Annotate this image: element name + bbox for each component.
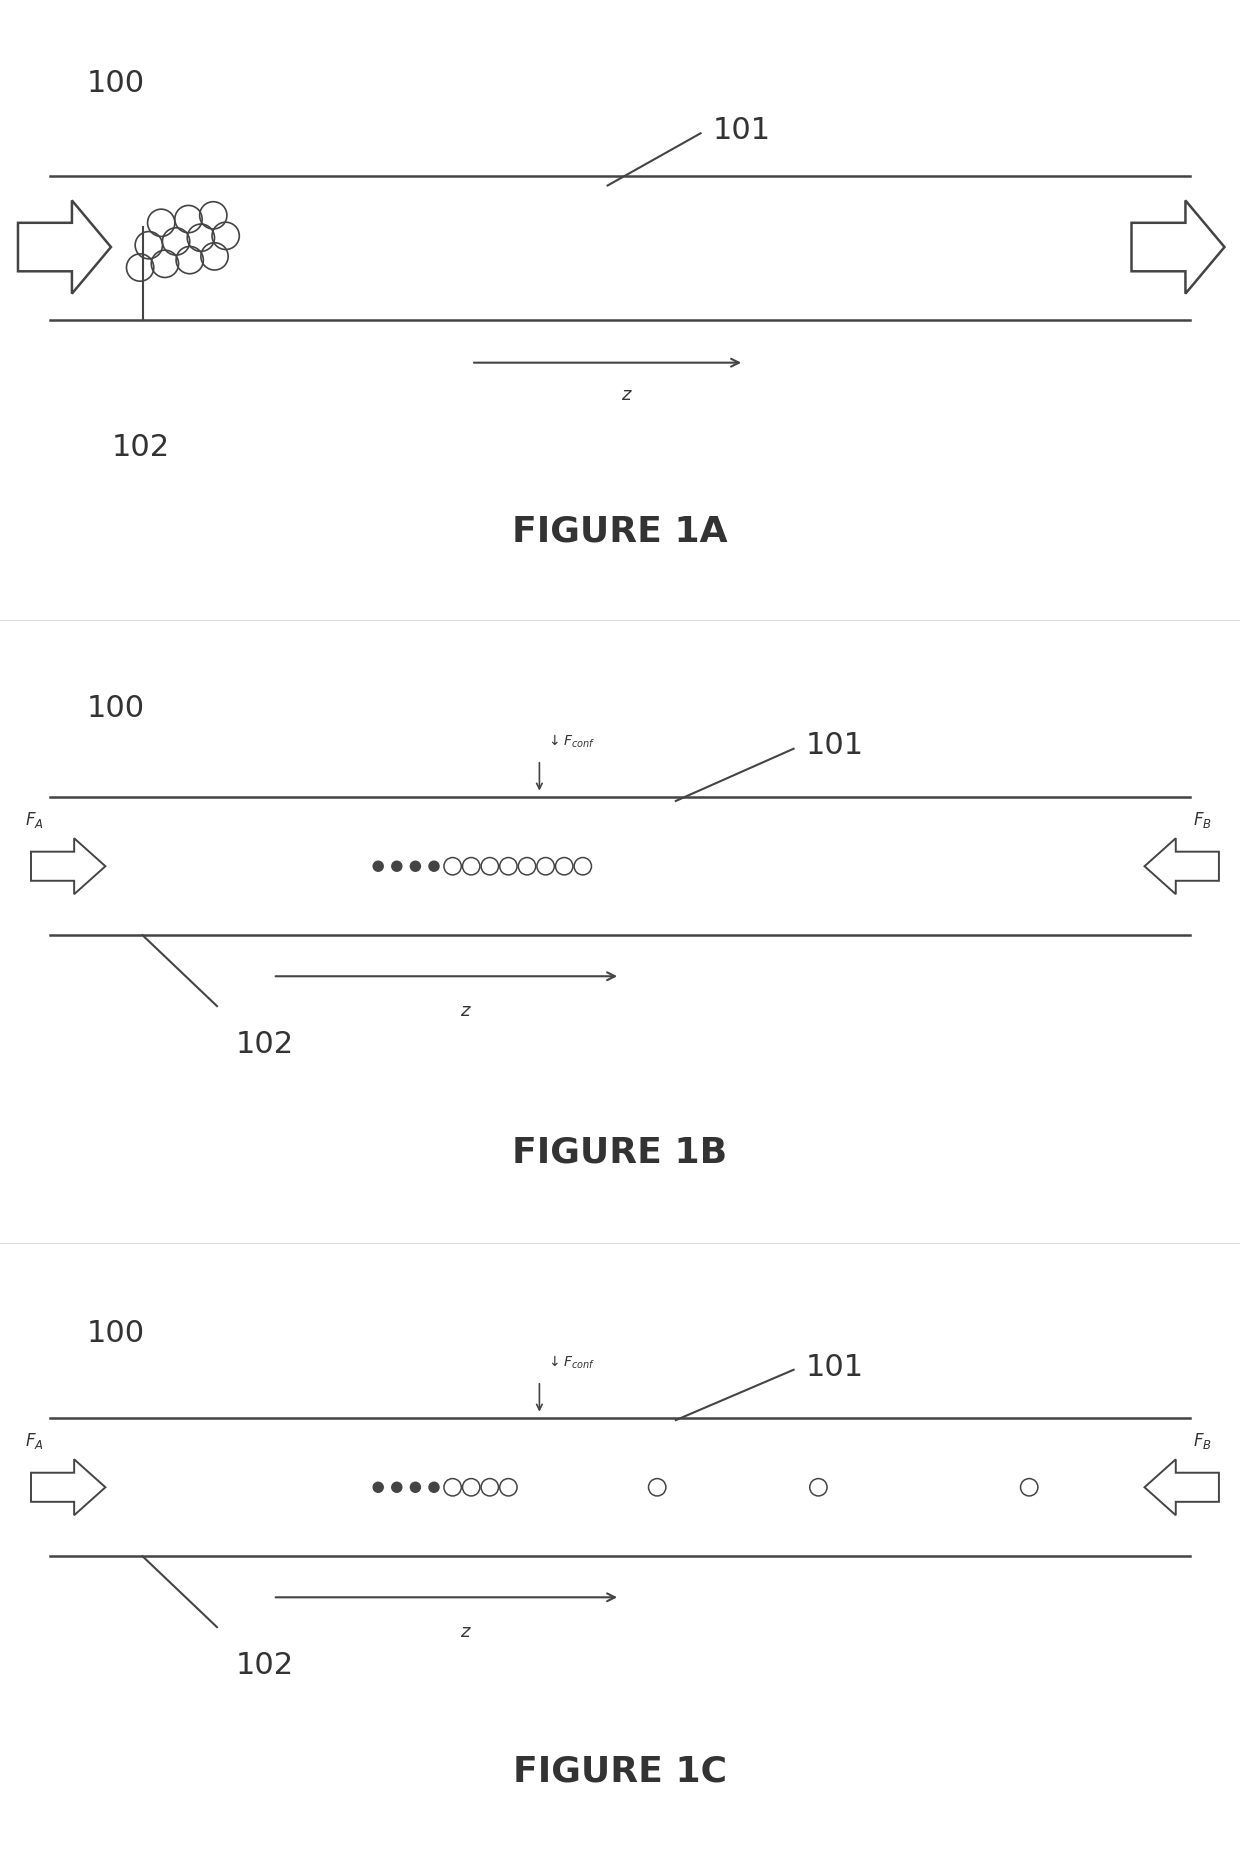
Text: 101: 101 <box>806 731 864 761</box>
Text: 101: 101 <box>806 1351 864 1381</box>
Text: 102: 102 <box>236 1650 294 1679</box>
Text: 102: 102 <box>112 432 170 462</box>
Text: FIGURE 1B: FIGURE 1B <box>512 1135 728 1169</box>
Text: 101: 101 <box>713 116 771 145</box>
Ellipse shape <box>392 861 402 872</box>
Text: 100: 100 <box>87 69 145 99</box>
Ellipse shape <box>373 1482 383 1493</box>
Ellipse shape <box>429 861 439 872</box>
Text: $F_A$: $F_A$ <box>25 1430 45 1450</box>
Text: $F_A$: $F_A$ <box>25 809 45 829</box>
Text: $\downarrow F_{conf}$: $\downarrow F_{conf}$ <box>546 1353 595 1370</box>
Text: FIGURE 1A: FIGURE 1A <box>512 514 728 548</box>
Ellipse shape <box>373 861 383 872</box>
Text: FIGURE 1C: FIGURE 1C <box>513 1754 727 1788</box>
Ellipse shape <box>410 861 420 872</box>
Text: z: z <box>621 386 631 404</box>
Text: $F_B$: $F_B$ <box>1193 809 1213 829</box>
Ellipse shape <box>429 1482 439 1493</box>
Text: 100: 100 <box>87 1318 145 1348</box>
Text: $F_B$: $F_B$ <box>1193 1430 1213 1450</box>
Text: 100: 100 <box>87 693 145 723</box>
Text: $\downarrow F_{conf}$: $\downarrow F_{conf}$ <box>546 733 595 749</box>
Ellipse shape <box>410 1482 420 1493</box>
Text: z: z <box>460 1622 470 1640</box>
Ellipse shape <box>392 1482 402 1493</box>
Text: z: z <box>460 1001 470 1020</box>
Text: 102: 102 <box>236 1029 294 1059</box>
